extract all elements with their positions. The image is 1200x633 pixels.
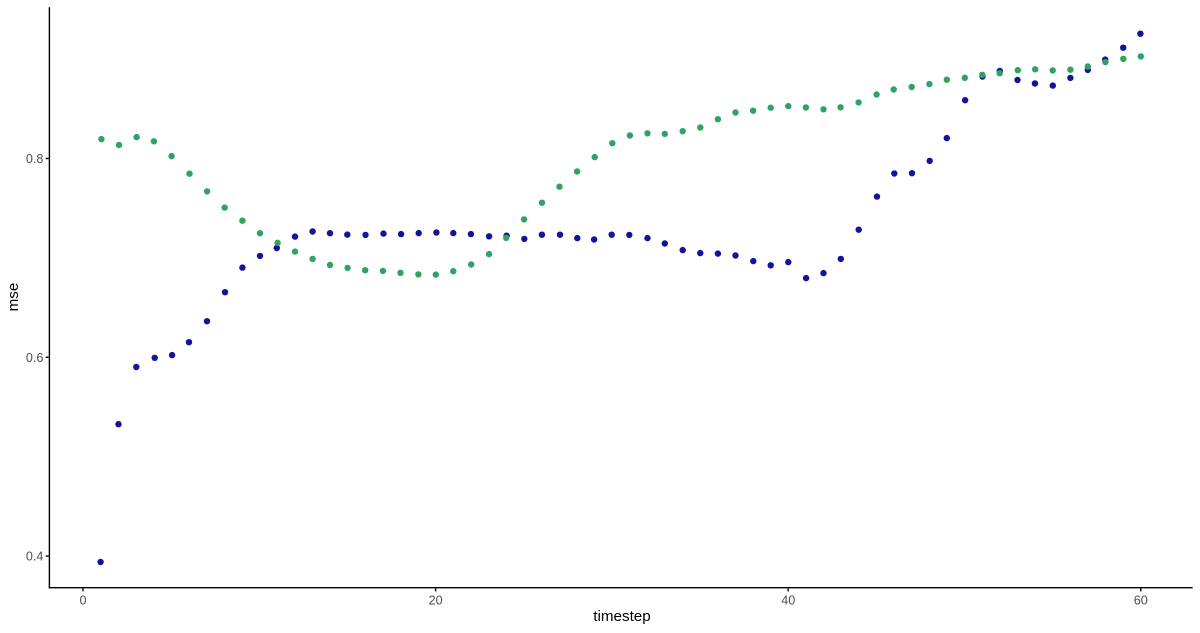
svg-text:0: 0 [79, 593, 86, 607]
svg-text:mse: mse [5, 283, 22, 312]
svg-text:60: 60 [1134, 593, 1148, 607]
svg-text:40: 40 [781, 593, 795, 607]
svg-text:0.8: 0.8 [26, 152, 44, 166]
svg-text:20: 20 [429, 593, 443, 607]
svg-text:0.4: 0.4 [26, 550, 44, 564]
svg-text:timestep: timestep [593, 608, 650, 625]
svg-text:0.6: 0.6 [26, 351, 44, 365]
